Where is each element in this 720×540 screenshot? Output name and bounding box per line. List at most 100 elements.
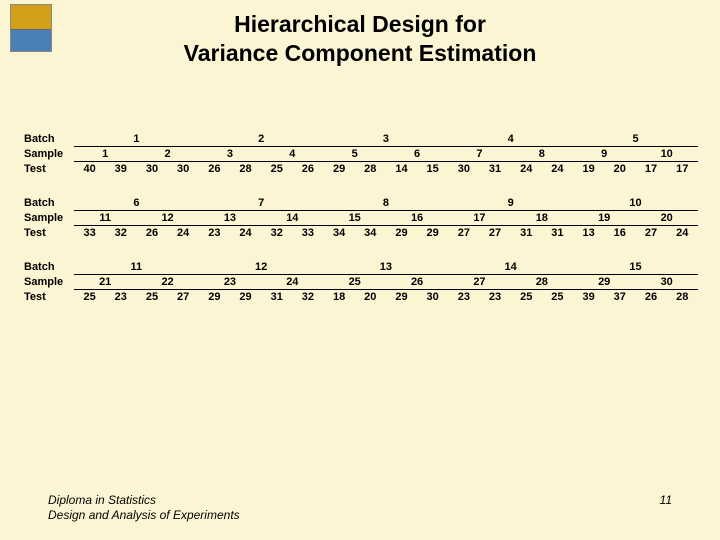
label-batch: Batch [22, 132, 74, 147]
sample-value: 1 [74, 147, 136, 162]
footer-line-2: Design and Analysis of Experiments [48, 508, 240, 522]
test-value: 34 [324, 226, 355, 241]
test-value: 24 [230, 226, 261, 241]
test-value: 24 [168, 226, 199, 241]
spacer [22, 240, 698, 260]
sample-value: 27 [448, 275, 510, 290]
test-value: 31 [511, 226, 542, 241]
hierarchical-table: Batch12345Sample12345678910Test403930302… [22, 132, 698, 304]
test-value: 26 [292, 162, 323, 177]
test-value: 32 [105, 226, 136, 241]
test-value: 29 [324, 162, 355, 177]
test-value: 33 [74, 226, 105, 241]
sample-value: 6 [386, 147, 448, 162]
label-batch: Batch [22, 260, 74, 275]
batch-value: 11 [74, 260, 199, 275]
test-value: 25 [542, 290, 573, 305]
test-value: 17 [635, 162, 666, 177]
test-value: 26 [136, 226, 167, 241]
batch-value: 4 [448, 132, 573, 147]
sample-value: 18 [511, 211, 573, 226]
batch-value: 2 [199, 132, 324, 147]
title-line-2: Variance Component Estimation [184, 40, 537, 66]
test-value: 31 [261, 290, 292, 305]
test-value: 20 [355, 290, 386, 305]
test-value: 39 [105, 162, 136, 177]
sample-value: 5 [324, 147, 386, 162]
batch-value: 9 [448, 196, 573, 211]
sample-value: 20 [635, 211, 698, 226]
label-test: Test [22, 290, 74, 305]
test-value: 30 [448, 162, 479, 177]
sample-value: 26 [386, 275, 448, 290]
test-value: 39 [573, 290, 604, 305]
sample-value: 4 [261, 147, 323, 162]
sample-value: 16 [386, 211, 448, 226]
batch-value: 8 [324, 196, 449, 211]
test-value: 25 [261, 162, 292, 177]
label-test: Test [22, 162, 74, 177]
sample-value: 22 [136, 275, 198, 290]
test-value: 30 [417, 290, 448, 305]
test-value: 37 [604, 290, 635, 305]
test-value: 33 [292, 226, 323, 241]
label-sample: Sample [22, 275, 74, 290]
test-value: 14 [386, 162, 417, 177]
sample-value: 3 [199, 147, 261, 162]
test-value: 29 [230, 290, 261, 305]
sample-value: 19 [573, 211, 635, 226]
sample-value: 11 [74, 211, 136, 226]
batch-value: 10 [573, 196, 698, 211]
sample-value: 17 [448, 211, 510, 226]
test-value: 25 [136, 290, 167, 305]
test-value: 29 [386, 290, 417, 305]
sample-value: 21 [74, 275, 136, 290]
page-number: 11 [660, 493, 672, 507]
test-value: 27 [635, 226, 666, 241]
test-value: 23 [448, 290, 479, 305]
test-value: 27 [479, 226, 510, 241]
test-value: 16 [604, 226, 635, 241]
test-value: 27 [168, 290, 199, 305]
sample-value: 10 [635, 147, 698, 162]
test-value: 28 [355, 162, 386, 177]
footer-left: Diploma in Statistics Design and Analysi… [48, 493, 240, 522]
test-value: 23 [479, 290, 510, 305]
test-value: 17 [667, 162, 698, 177]
footer: Diploma in Statistics Design and Analysi… [48, 493, 672, 522]
sample-value: 25 [324, 275, 386, 290]
sample-value: 29 [573, 275, 635, 290]
sample-value: 23 [199, 275, 261, 290]
test-value: 19 [573, 162, 604, 177]
test-value: 30 [136, 162, 167, 177]
test-value: 24 [511, 162, 542, 177]
test-value: 32 [292, 290, 323, 305]
sample-value: 28 [511, 275, 573, 290]
test-value: 31 [479, 162, 510, 177]
test-value: 24 [667, 226, 698, 241]
test-value: 26 [199, 162, 230, 177]
test-value: 26 [635, 290, 666, 305]
label-batch: Batch [22, 196, 74, 211]
sample-value: 24 [261, 275, 323, 290]
sample-value: 30 [635, 275, 698, 290]
crest-logo-top [11, 5, 51, 30]
test-value: 25 [74, 290, 105, 305]
sample-value: 15 [324, 211, 386, 226]
batch-value: 7 [199, 196, 324, 211]
crest-logo [10, 4, 52, 52]
test-value: 29 [417, 226, 448, 241]
test-value: 40 [74, 162, 105, 177]
label-sample: Sample [22, 147, 74, 162]
batch-value: 14 [448, 260, 573, 275]
sample-value: 9 [573, 147, 635, 162]
test-value: 18 [324, 290, 355, 305]
test-value: 31 [542, 226, 573, 241]
spacer [22, 176, 698, 196]
sample-value: 8 [511, 147, 573, 162]
batch-value: 13 [324, 260, 449, 275]
sample-value: 2 [136, 147, 198, 162]
sample-value: 14 [261, 211, 323, 226]
test-value: 23 [199, 226, 230, 241]
batch-value: 3 [324, 132, 449, 147]
